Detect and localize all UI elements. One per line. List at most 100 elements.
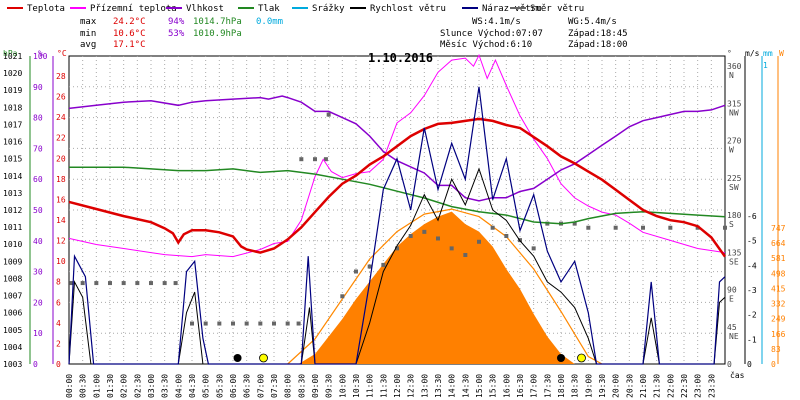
hpa-tick: 1021	[3, 52, 22, 61]
hpa-tick: 1020	[3, 69, 22, 78]
wind-direction-point	[285, 321, 290, 326]
wind-direction-point	[395, 246, 399, 251]
stat-avg-label: avg	[80, 40, 96, 50]
mm-axis-title: mm	[763, 49, 773, 58]
time-tick: 01:30	[106, 374, 115, 398]
wind-direction-point	[436, 236, 440, 241]
hpa-tick: 1011	[3, 223, 22, 232]
time-tick: 19:30	[598, 374, 607, 398]
time-tick: 19:00	[584, 374, 593, 398]
stat-max-hum: 94%	[168, 17, 185, 27]
hpa-tick: 1017	[3, 120, 22, 129]
wind-direction-point	[231, 321, 235, 326]
stat-min-hum: 53%	[168, 29, 185, 39]
wind-direction-point	[367, 264, 372, 269]
time-tick: 16:00	[502, 374, 511, 398]
legend-label-4: Srážky	[312, 4, 345, 14]
time-tick: 21:00	[639, 374, 648, 398]
hpa-tick: 1016	[3, 138, 22, 147]
c-tick: 12	[56, 237, 66, 246]
wind-direction-point	[173, 281, 178, 286]
wind-direction-point	[203, 321, 208, 326]
dir-deg-tick: 45	[727, 323, 737, 332]
dir-name-tick: SW	[729, 183, 739, 192]
pct-tick: 10	[33, 329, 43, 338]
c-axis-title: °C	[57, 49, 67, 58]
time-tick: 20:00	[612, 374, 621, 398]
pct-tick: 100	[33, 52, 48, 61]
dir-deg-tick: 180	[727, 211, 742, 220]
time-tick: 12:00	[393, 374, 402, 398]
ms-tick: -4	[747, 261, 757, 270]
time-tick: 08:30	[297, 374, 306, 398]
time-tick: 09:00	[311, 374, 320, 398]
time-tick: 15:00	[475, 374, 484, 398]
w-tick: 747	[771, 224, 786, 233]
hpa-axis-title: hPa	[3, 49, 18, 58]
dir-name-tick: SE	[729, 257, 739, 266]
wind-direction-point	[422, 229, 427, 234]
c-tick: 14	[56, 216, 66, 225]
wind-direction-point	[108, 281, 112, 286]
time-tick: 23:30	[707, 374, 716, 398]
c-tick: 2	[56, 339, 61, 348]
wind-direction-point	[244, 321, 249, 326]
dir-deg-tick: 270	[727, 137, 742, 146]
hpa-tick: 1003	[3, 360, 22, 369]
mm-tick: 1	[763, 61, 768, 70]
c-tick: 4	[56, 319, 61, 328]
wind-direction-point	[272, 321, 276, 326]
c-tick: 28	[56, 72, 66, 81]
time-tick: 01:00	[92, 374, 101, 398]
c-tick: 24	[56, 113, 66, 122]
time-tick: 03:00	[147, 374, 156, 398]
dir-name-tick: W	[729, 146, 734, 155]
hpa-tick: 1015	[3, 155, 22, 164]
time-tick: 14:30	[461, 374, 470, 398]
time-axis-title: čas	[730, 370, 745, 380]
wind-direction-point	[504, 233, 509, 238]
w-tick: 332	[771, 300, 786, 309]
ms-axis-title: m/s	[745, 49, 760, 58]
time-tick: 06:30	[243, 374, 252, 398]
w-tick: 415	[771, 284, 786, 293]
time-tick: 08:00	[284, 374, 293, 398]
hpa-tick: 1009	[3, 257, 22, 266]
time-tick: 05:00	[202, 374, 211, 398]
dir-name-tick: N	[729, 71, 734, 80]
time-tick: 22:00	[666, 374, 675, 398]
time-tick: 23:00	[694, 374, 703, 398]
c-tick: 6	[56, 298, 61, 307]
stat-max-label: max	[80, 17, 97, 27]
time-tick: 02:30	[133, 374, 142, 398]
humidity-line	[68, 95, 726, 202]
moon-info: Měsíc Východ:6:10	[440, 40, 532, 50]
pressure-line	[69, 166, 726, 225]
wind-direction-point	[162, 281, 167, 286]
dir-name-tick: NW	[729, 108, 739, 117]
wind-direction-point	[641, 225, 645, 230]
time-tick: 14:00	[448, 374, 457, 398]
time-tick: 22:30	[680, 374, 689, 398]
wind-gust-line	[68, 86, 726, 365]
deg-axis-title: °	[727, 49, 732, 58]
legend-label-2: Vlhkost	[186, 4, 224, 14]
sunset-icon	[577, 353, 586, 363]
wind-direction-point	[449, 246, 454, 251]
chart-date: 1.10.2016	[368, 51, 433, 65]
wind-direction-point	[381, 262, 386, 267]
wind-direction-point	[80, 281, 85, 286]
hpa-tick: 1014	[3, 172, 22, 181]
hpa-tick: 1006	[3, 309, 22, 318]
time-tick: 10:30	[352, 374, 361, 398]
c-tick: 18	[56, 175, 66, 184]
wind-direction-point	[668, 225, 673, 230]
temperature-line	[68, 117, 727, 258]
wind-gust-info: WG:5.4m/s	[568, 17, 617, 27]
time-tick: 21:30	[653, 374, 662, 398]
time-tick: 18:30	[571, 374, 580, 398]
dir-deg-tick: 315	[727, 99, 742, 108]
ms-tick: -5	[747, 237, 757, 246]
wind-direction-point	[531, 246, 536, 251]
wind-direction-point	[121, 281, 126, 286]
